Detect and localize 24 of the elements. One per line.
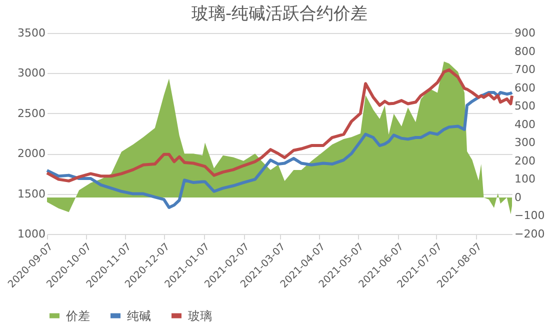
y-tick-label: 3500 xyxy=(18,26,46,40)
chart-title: 玻璃-纯碱活跃合约价差 xyxy=(191,4,368,24)
y2-tick-label: 300 xyxy=(514,136,536,150)
y2-tick-label: 0 xyxy=(514,190,522,204)
y2-tick-label: 900 xyxy=(514,26,536,40)
legend-label: 玻璃 xyxy=(188,308,212,323)
y2-tick-label: −200 xyxy=(514,228,545,240)
line-series xyxy=(46,90,514,209)
y-tick-label: 2500 xyxy=(18,106,46,120)
y-tick-label: 3000 xyxy=(18,66,46,80)
y2-tick-label: 600 xyxy=(514,81,536,94)
y-tick-label: 1500 xyxy=(18,187,46,200)
y2-tick-label: 700 xyxy=(514,63,536,76)
legend-label: 价差 xyxy=(65,308,90,323)
y-tick-label: 2000 xyxy=(18,147,46,160)
y-tick-label: 1000 xyxy=(18,228,46,240)
y2-tick-label: 500 xyxy=(514,100,536,113)
y2-tick-label: 200 xyxy=(514,154,536,168)
y2-tick-label: 800 xyxy=(514,44,536,58)
y2-tick-label: −100 xyxy=(514,209,545,222)
y2-tick-label: 100 xyxy=(514,172,536,186)
line-series xyxy=(46,68,514,182)
y2-tick-label: 400 xyxy=(514,118,536,131)
legend-label: 纯碱 xyxy=(127,308,151,323)
